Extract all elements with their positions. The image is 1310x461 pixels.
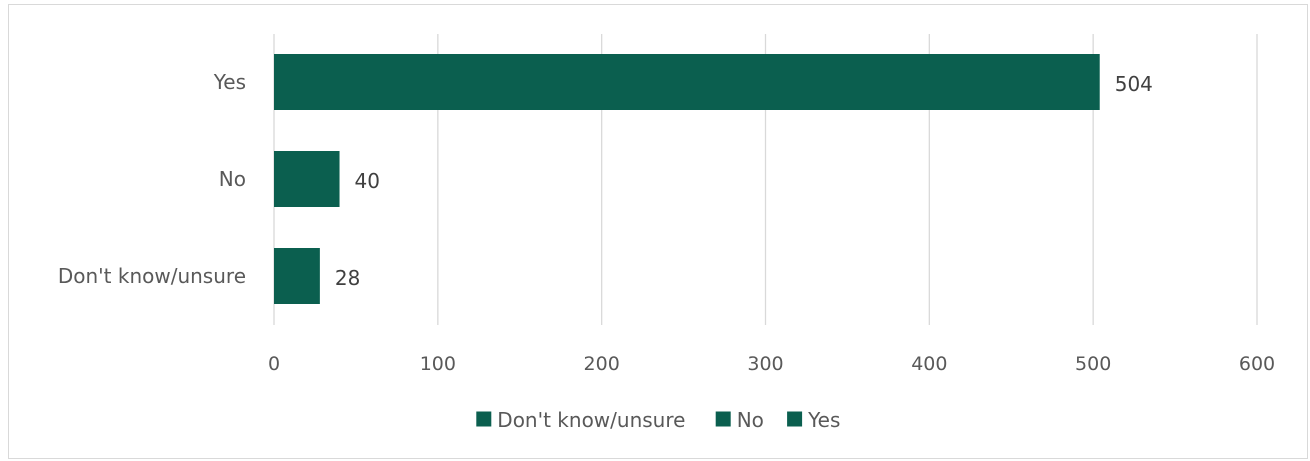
data-label-1: 40: [355, 169, 380, 193]
legend-entry-2: Yes: [787, 408, 840, 432]
legend-label-0: Don't know/unsure: [497, 408, 685, 432]
data-labels: 504 40 28: [335, 72, 1153, 290]
x-tick-label-200: 200: [584, 353, 620, 375]
legend-swatch-0: [476, 411, 492, 427]
bar-2: [274, 248, 320, 304]
x-tick-label-100: 100: [420, 353, 456, 375]
bars: [274, 54, 1100, 304]
x-tick-label-400: 400: [911, 353, 947, 375]
x-tick-label-500: 500: [1075, 353, 1111, 375]
bar-1: [274, 151, 340, 207]
legend-entry-0: Don't know/unsure: [476, 408, 685, 432]
category-label-1: No: [219, 167, 246, 191]
category-labels: Yes No Don't know/unsure: [58, 70, 246, 288]
category-label-0: Yes: [213, 70, 246, 94]
data-label-2: 28: [335, 266, 360, 290]
x-tick-label-300: 300: [747, 353, 783, 375]
data-label-0: 504: [1115, 72, 1153, 96]
x-tick-label-0: 0: [268, 353, 280, 375]
legend-label-2: Yes: [807, 408, 840, 432]
legend-swatch-2: [787, 411, 803, 427]
bar-0: [274, 54, 1100, 110]
legend-entry-1: No: [715, 408, 764, 432]
x-tick-label-600: 600: [1239, 353, 1275, 375]
legend-label-1: No: [737, 408, 764, 432]
category-label-2: Don't know/unsure: [58, 264, 246, 288]
legend: Don't know/unsure No Yes: [476, 408, 840, 432]
x-axis-tick-labels: 0 100 200 300 400 500 600: [268, 353, 1275, 375]
legend-swatch-1: [715, 411, 731, 427]
